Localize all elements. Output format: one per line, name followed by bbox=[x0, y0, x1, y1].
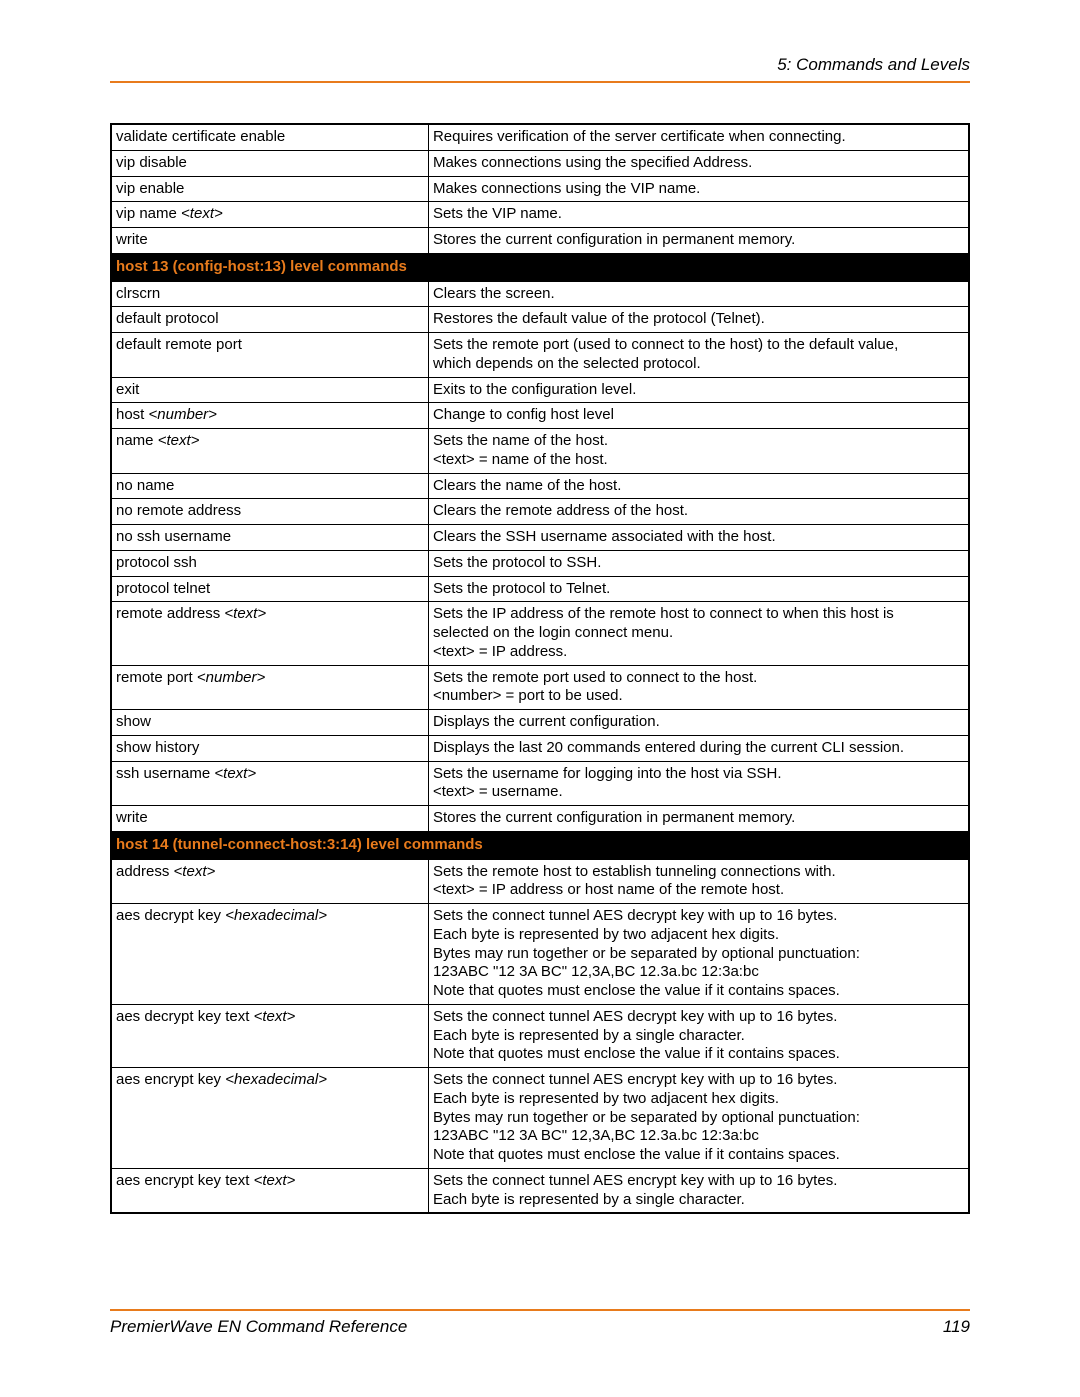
table-row: exitExits to the configuration level. bbox=[111, 377, 969, 403]
section-header: host 13 (config-host:13) level commands bbox=[111, 253, 969, 281]
table-row: aes decrypt key text <text>Sets the conn… bbox=[111, 1004, 969, 1067]
command-table-body: validate certificate enableRequires veri… bbox=[111, 124, 969, 1213]
section-header: host 14 (tunnel-connect-host:3:14) level… bbox=[111, 831, 969, 859]
chapter-title: 5: Commands and Levels bbox=[110, 55, 970, 81]
description-cell: Clears the screen. bbox=[428, 281, 969, 307]
table-row: vip enableMakes connections using the VI… bbox=[111, 176, 969, 202]
table-row: ssh username <text>Sets the username for… bbox=[111, 761, 969, 806]
description-cell: Exits to the configuration level. bbox=[428, 377, 969, 403]
command-cell: write bbox=[111, 228, 428, 254]
command-cell: default protocol bbox=[111, 307, 428, 333]
description-cell: Stores the current configuration in perm… bbox=[428, 806, 969, 832]
description-cell: Clears the SSH username associated with … bbox=[428, 525, 969, 551]
table-row: protocol telnetSets the protocol to Teln… bbox=[111, 576, 969, 602]
description-cell: Displays the last 20 commands entered du… bbox=[428, 735, 969, 761]
command-cell: clrscrn bbox=[111, 281, 428, 307]
description-cell: Sets the IP address of the remote host t… bbox=[428, 602, 969, 665]
footer-doc-title: PremierWave EN Command Reference bbox=[110, 1317, 407, 1337]
command-cell: remote address <text> bbox=[111, 602, 428, 665]
table-row: default protocolRestores the default val… bbox=[111, 307, 969, 333]
description-cell: Sets the remote port (used to connect to… bbox=[428, 333, 969, 378]
description-cell: Sets the connect tunnel AES encrypt key … bbox=[428, 1068, 969, 1169]
table-row: clrscrnClears the screen. bbox=[111, 281, 969, 307]
table-row: aes decrypt key <hexadecimal>Sets the co… bbox=[111, 904, 969, 1005]
description-cell: Sets the protocol to SSH. bbox=[428, 550, 969, 576]
command-cell: aes encrypt key text <text> bbox=[111, 1168, 428, 1213]
description-cell: Sets the name of the host.<text> = name … bbox=[428, 429, 969, 474]
command-cell: no name bbox=[111, 473, 428, 499]
command-cell: protocol ssh bbox=[111, 550, 428, 576]
table-row: no nameClears the name of the host. bbox=[111, 473, 969, 499]
command-cell: ssh username <text> bbox=[111, 761, 428, 806]
description-cell: Makes connections using the VIP name. bbox=[428, 176, 969, 202]
table-row: remote port <number>Sets the remote port… bbox=[111, 665, 969, 710]
table-row: vip disableMakes connections using the s… bbox=[111, 150, 969, 176]
page-footer: PremierWave EN Command Reference 119 bbox=[110, 1309, 970, 1337]
footer-page-number: 119 bbox=[943, 1317, 970, 1337]
table-row: host <number>Change to config host level bbox=[111, 403, 969, 429]
command-cell: write bbox=[111, 806, 428, 832]
command-cell: no ssh username bbox=[111, 525, 428, 551]
command-cell: name <text> bbox=[111, 429, 428, 474]
table-row: aes encrypt key text <text>Sets the conn… bbox=[111, 1168, 969, 1213]
table-row: remote address <text>Sets the IP address… bbox=[111, 602, 969, 665]
page-container: 5: Commands and Levels validate certific… bbox=[0, 0, 1080, 1214]
command-cell: show bbox=[111, 710, 428, 736]
command-cell: no remote address bbox=[111, 499, 428, 525]
command-cell: vip enable bbox=[111, 176, 428, 202]
description-cell: Sets the connect tunnel AES decrypt key … bbox=[428, 1004, 969, 1067]
header-rule bbox=[110, 81, 970, 83]
description-cell: Sets the remote port used to connect to … bbox=[428, 665, 969, 710]
description-cell: Change to config host level bbox=[428, 403, 969, 429]
table-row: show historyDisplays the last 20 command… bbox=[111, 735, 969, 761]
description-cell: Stores the current configuration in perm… bbox=[428, 228, 969, 254]
description-cell: Displays the current configuration. bbox=[428, 710, 969, 736]
command-cell: vip name <text> bbox=[111, 202, 428, 228]
description-cell: Restores the default value of the protoc… bbox=[428, 307, 969, 333]
table-row: validate certificate enableRequires veri… bbox=[111, 124, 969, 150]
command-cell: exit bbox=[111, 377, 428, 403]
command-cell: default remote port bbox=[111, 333, 428, 378]
table-row: writeStores the current configuration in… bbox=[111, 228, 969, 254]
table-row: host 13 (config-host:13) level commands bbox=[111, 253, 969, 281]
table-row: address <text>Sets the remote host to es… bbox=[111, 859, 969, 904]
table-row: name <text>Sets the name of the host.<te… bbox=[111, 429, 969, 474]
description-cell: Clears the name of the host. bbox=[428, 473, 969, 499]
command-cell: validate certificate enable bbox=[111, 124, 428, 150]
description-cell: Sets the connect tunnel AES decrypt key … bbox=[428, 904, 969, 1005]
command-cell: remote port <number> bbox=[111, 665, 428, 710]
description-cell: Sets the remote host to establish tunnel… bbox=[428, 859, 969, 904]
description-cell: Sets the connect tunnel AES encrypt key … bbox=[428, 1168, 969, 1213]
description-cell: Clears the remote address of the host. bbox=[428, 499, 969, 525]
command-cell: show history bbox=[111, 735, 428, 761]
table-row: no remote addressClears the remote addre… bbox=[111, 499, 969, 525]
command-cell: aes decrypt key <hexadecimal> bbox=[111, 904, 428, 1005]
command-cell: protocol telnet bbox=[111, 576, 428, 602]
description-cell: Sets the VIP name. bbox=[428, 202, 969, 228]
description-cell: Makes connections using the specified Ad… bbox=[428, 150, 969, 176]
table-row: vip name <text>Sets the VIP name. bbox=[111, 202, 969, 228]
command-cell: address <text> bbox=[111, 859, 428, 904]
table-row: showDisplays the current configuration. bbox=[111, 710, 969, 736]
table-row: no ssh usernameClears the SSH username a… bbox=[111, 525, 969, 551]
command-cell: aes decrypt key text <text> bbox=[111, 1004, 428, 1067]
command-cell: vip disable bbox=[111, 150, 428, 176]
description-cell: Requires verification of the server cert… bbox=[428, 124, 969, 150]
table-row: host 14 (tunnel-connect-host:3:14) level… bbox=[111, 831, 969, 859]
description-cell: Sets the protocol to Telnet. bbox=[428, 576, 969, 602]
command-cell: aes encrypt key <hexadecimal> bbox=[111, 1068, 428, 1169]
table-row: aes encrypt key <hexadecimal>Sets the co… bbox=[111, 1068, 969, 1169]
table-row: writeStores the current configuration in… bbox=[111, 806, 969, 832]
table-row: default remote portSets the remote port … bbox=[111, 333, 969, 378]
command-table: validate certificate enableRequires veri… bbox=[110, 123, 970, 1214]
table-row: protocol sshSets the protocol to SSH. bbox=[111, 550, 969, 576]
command-cell: host <number> bbox=[111, 403, 428, 429]
description-cell: Sets the username for logging into the h… bbox=[428, 761, 969, 806]
